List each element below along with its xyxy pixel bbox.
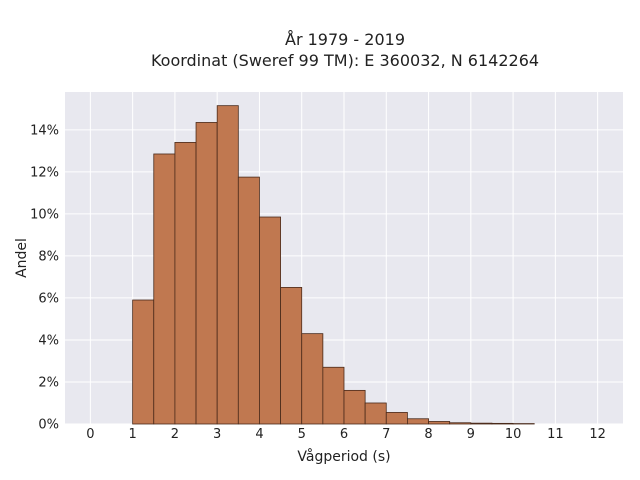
y-tick-label: 12% (30, 165, 59, 180)
y-tick-label: 8% (38, 249, 59, 264)
histogram-bar (259, 216, 281, 425)
histogram-bar (216, 105, 239, 425)
x-tick-label: 12 (589, 427, 606, 442)
histogram-bar (385, 412, 408, 425)
x-tick-label: 1 (128, 427, 136, 442)
histogram-bar (301, 333, 324, 425)
histogram-bar (174, 142, 197, 425)
histogram-bar (364, 402, 387, 425)
histogram-bar (237, 176, 260, 425)
x-tick-label: 2 (171, 427, 179, 442)
x-tick-label: 5 (298, 427, 306, 442)
x-axis-title: Vågperiod (s) (297, 448, 390, 465)
x-tick-label: 10 (505, 427, 522, 442)
histogram-bar (491, 422, 514, 425)
x-tick-label: 0 (86, 427, 94, 442)
plot-area: 0 1 2 3 4 5 6 7 8 9 10 11 120%2%4%6%8%10%12%14% (30, 92, 623, 442)
histogram-bar (470, 422, 493, 425)
histogram-bar (153, 153, 176, 425)
histogram-bar (449, 422, 472, 425)
chart-title-line1: År 1979 - 2019 (285, 30, 405, 49)
x-tick-label: 9 (467, 427, 475, 442)
x-tick-label: 3 (213, 427, 221, 442)
y-tick-label: 10% (30, 207, 59, 222)
x-tick-label: 6 (340, 427, 348, 442)
y-tick-label: 0% (38, 418, 59, 433)
x-tick-label: 4 (255, 427, 263, 442)
x-tick-label: 11 (547, 427, 564, 442)
x-tick-label: 8 (424, 427, 432, 442)
x-tick-label: 7 (382, 427, 390, 442)
histogram-bar (132, 299, 155, 425)
y-axis-title: Andel (14, 238, 30, 278)
y-tick-label: 4% (38, 333, 59, 348)
histogram-bar (322, 366, 345, 425)
y-tick-label: 6% (38, 291, 59, 306)
histogram-bar (195, 122, 218, 425)
y-tick-label: 14% (30, 123, 59, 138)
chart-title-line2: Koordinat (Sweref 99 TM): E 360032, N 61… (151, 51, 539, 70)
histogram-bar (428, 421, 451, 425)
histogram-bar (407, 418, 429, 425)
histogram-bar (343, 389, 366, 425)
y-tick-label: 2% (38, 375, 59, 390)
histogram-bar (280, 287, 303, 425)
